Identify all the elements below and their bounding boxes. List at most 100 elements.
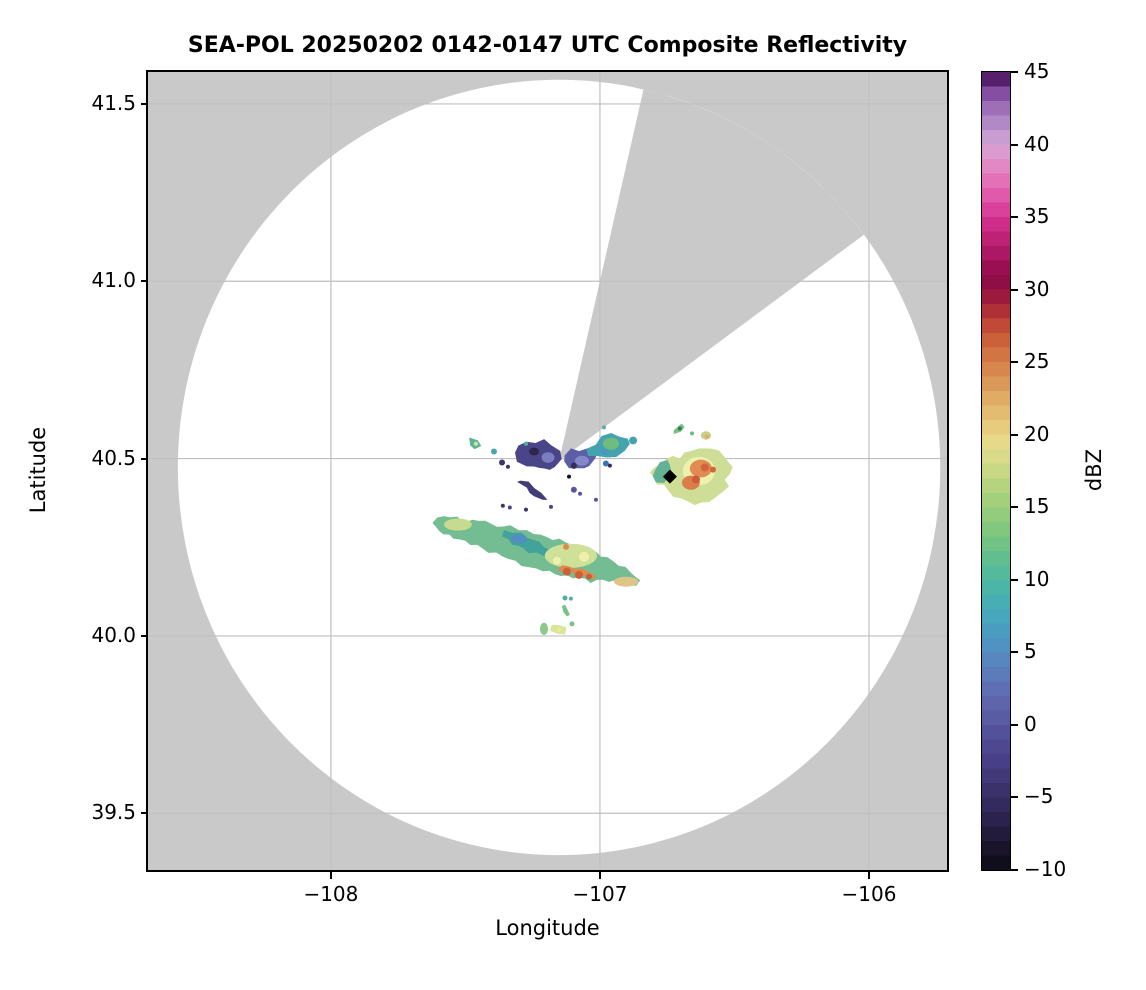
echo-shape xyxy=(528,447,540,456)
colorbar-tick-mark xyxy=(1011,651,1018,654)
echo-shape xyxy=(585,573,592,580)
colorbar-tick-label: 30 xyxy=(1024,276,1050,301)
radar-plot-area xyxy=(146,70,949,872)
echo-shape xyxy=(562,567,571,576)
colorbar-tick-label: 45 xyxy=(1024,59,1050,83)
echo-shape xyxy=(570,462,577,469)
colorbar-tick-mark xyxy=(1011,433,1018,436)
echo-region-southern-scattered-echoes xyxy=(539,595,575,635)
y-tick-mark xyxy=(141,457,148,460)
echo-shape xyxy=(443,518,472,531)
echo-shape xyxy=(562,595,568,601)
colorbar-tick-label: 0 xyxy=(1024,711,1037,736)
blocked-sector-wedge xyxy=(559,89,864,461)
echo-shape xyxy=(517,480,548,500)
echo-shape xyxy=(677,426,682,431)
colorbar-tick-label: −10 xyxy=(1024,857,1067,881)
echo-shape xyxy=(561,604,570,617)
y-tick-label: 41.0 xyxy=(91,268,136,293)
colorbar-tick-mark xyxy=(1011,723,1018,726)
echo-shape xyxy=(574,455,589,466)
x-tick-label: −108 xyxy=(303,882,359,906)
echo-shape xyxy=(563,543,570,550)
echo-shape xyxy=(505,464,510,469)
echo-region-west-low-reflectivity-cluster xyxy=(515,439,562,470)
echo-shape xyxy=(541,452,555,463)
echo-shape xyxy=(602,437,620,450)
colorbar-tick-label: −5 xyxy=(1024,784,1054,809)
colorbar-tick-label: 25 xyxy=(1024,349,1050,374)
echo-shape xyxy=(602,460,609,467)
echo-shape xyxy=(709,466,716,473)
echo-shape xyxy=(689,431,694,436)
echo-shape xyxy=(500,503,505,508)
colorbar-tick-label: 15 xyxy=(1024,494,1050,519)
y-tick-label: 40.0 xyxy=(91,622,136,647)
colorbar xyxy=(980,70,1011,871)
echo-shape xyxy=(499,459,506,466)
colorbar-tick-mark xyxy=(1011,71,1018,73)
echo-shape xyxy=(579,551,590,562)
colorbar-tick-label: 5 xyxy=(1024,639,1037,664)
echo-shape xyxy=(704,434,710,439)
y-tick-label: 39.5 xyxy=(91,800,136,825)
echo-shape xyxy=(601,448,607,455)
echo-shape xyxy=(523,441,529,446)
echo-shape xyxy=(473,441,479,446)
echo-shape xyxy=(548,504,553,509)
echo-shape xyxy=(544,543,598,568)
echo-shape xyxy=(510,533,528,544)
echo-shape xyxy=(569,621,575,627)
colorbar-tick-mark xyxy=(1011,506,1018,509)
echo-shape xyxy=(578,491,583,496)
echo-region-northeast-small-echoes xyxy=(673,423,712,440)
echo-region-southwest-of-radar-purple-streak xyxy=(499,459,598,512)
y-tick-mark xyxy=(141,280,148,283)
colorbar-tick-mark xyxy=(1011,288,1018,291)
echo-shape xyxy=(568,596,573,601)
echo-shape xyxy=(593,497,598,502)
colorbar-tick-mark xyxy=(1011,216,1018,219)
echo-shape xyxy=(629,436,638,445)
echo-shape xyxy=(570,486,577,493)
y-tick-mark xyxy=(141,102,148,105)
colorbar-tick-mark xyxy=(1011,143,1018,146)
x-axis-label: Longitude xyxy=(495,916,600,940)
y-axis-label: Latitude xyxy=(26,426,50,514)
colorbar-tick-label: 20 xyxy=(1024,421,1050,446)
x-tick-label: −107 xyxy=(572,882,628,906)
x-tick-mark xyxy=(867,872,870,879)
colorbar-tick-mark xyxy=(1011,578,1018,581)
echo-region-north-central-teal-echo xyxy=(586,425,638,468)
echo-shape xyxy=(607,463,612,468)
y-tick-mark xyxy=(141,634,148,637)
colorbar-label: dBZ xyxy=(1082,448,1106,492)
echo-shape xyxy=(490,448,497,455)
echo-shape xyxy=(700,463,709,472)
echo-shape xyxy=(556,627,562,633)
echo-shape xyxy=(539,622,549,635)
y-tick-label: 41.5 xyxy=(91,90,136,115)
echo-shape xyxy=(552,556,561,565)
echo-shape xyxy=(601,425,606,430)
x-tick-mark xyxy=(598,872,601,879)
radar-map xyxy=(148,72,947,870)
echo-region-east-convective-cell xyxy=(650,448,733,506)
colorbar-tick-label: 10 xyxy=(1024,566,1050,591)
y-tick-label: 40.5 xyxy=(91,445,136,470)
colorbar-tick-label: 40 xyxy=(1024,131,1050,156)
colorbar-tick-mark xyxy=(1011,796,1018,799)
echo-shape xyxy=(574,570,583,579)
echo-shape xyxy=(523,507,528,512)
echo-shape xyxy=(692,475,701,484)
echo-region-far-west-small-echo xyxy=(469,437,497,455)
colorbar-tick-label: 35 xyxy=(1024,204,1050,229)
echo-region-southwest-stratiform-band xyxy=(432,516,641,587)
site-marker-diamond xyxy=(662,469,677,484)
echo-shape xyxy=(613,576,639,587)
plot-title: SEA-POL 20250202 0142-0147 UTC Composite… xyxy=(187,33,908,58)
x-tick-mark xyxy=(329,872,332,879)
echo-shape xyxy=(507,505,512,510)
echo-shape xyxy=(567,474,572,479)
